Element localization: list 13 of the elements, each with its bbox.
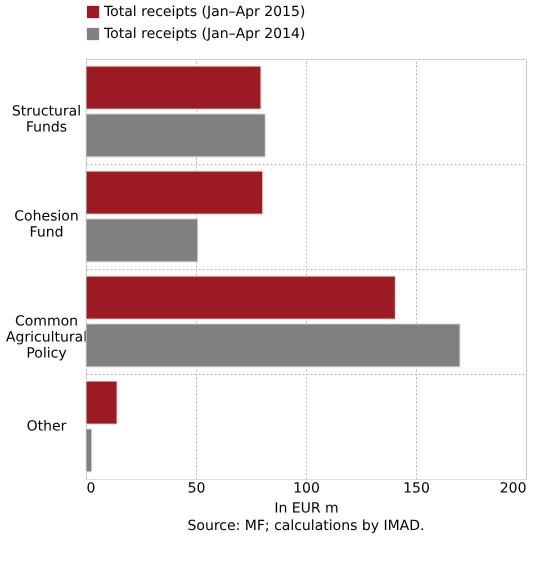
x-tick-label: 0 bbox=[86, 480, 96, 496]
source-note: Source: MF; calculations by IMAD. bbox=[188, 518, 424, 534]
y-tick-label: Cohesion Fund bbox=[14, 208, 79, 240]
x-tick-label: 50 bbox=[188, 480, 206, 496]
legend-label: Total receipts (Jan–Apr 2015) bbox=[103, 4, 306, 20]
x-tick-label: 200 bbox=[500, 480, 526, 496]
y-tick-label: Common Agricultural Policy bbox=[6, 314, 88, 362]
x-tick-label: 100 bbox=[293, 480, 320, 496]
x-tick-label: 150 bbox=[403, 480, 430, 496]
x-axis-title: In EUR m bbox=[274, 500, 339, 516]
y-tick-label: Other bbox=[26, 418, 67, 434]
legend-label: Total receipts (Jan–Apr 2014) bbox=[103, 26, 306, 42]
y-tick-label: Structural Funds bbox=[12, 104, 82, 136]
